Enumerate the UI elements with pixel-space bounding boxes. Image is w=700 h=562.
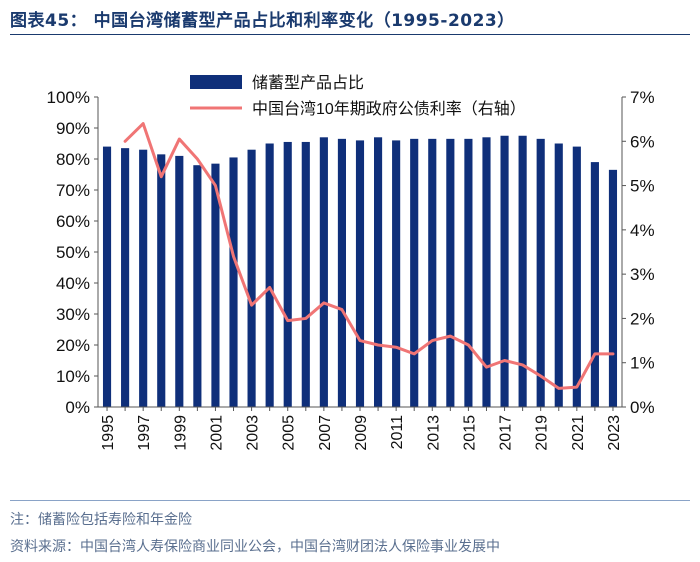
y-left-tick-label: 30% [56,305,90,324]
x-tick-label: 2011 [389,415,406,450]
bar-2002 [229,157,238,407]
chart-svg: 0% 10% 20% 30% 40% 50% 60% 70% 80% 90% 100% 0% 1% 2% 3… [47,74,655,451]
bar-series [102,135,618,408]
y-right-tick-label: 7% [630,88,655,107]
bar-2019 [536,138,545,407]
source-note: 资料来源：中国台湾人寿保险商业同业公会，中国台湾财团法人保险事业发展中 [10,539,500,555]
chart-title: 图表45： 中国台湾储蓄型产品占比和利率变化（1995-2023） [10,11,515,31]
x-tick-label: 2013 [425,415,442,451]
line-series [123,122,615,390]
y-left-tick-label: 90% [56,119,90,138]
bar-2005 [283,141,292,407]
bar-2018 [518,135,527,407]
y-right-tick-label: 4% [630,221,655,240]
y-right-tick-label: 0% [630,398,655,417]
y-left-tick-label: 10% [56,367,90,386]
y-left-tick-label: 40% [56,274,90,293]
title-divider [10,34,690,35]
y-right-tick-label: 3% [630,265,655,284]
bar-2014 [446,138,455,407]
y-left-tick-label: 80% [56,150,90,169]
legend-label-bar: 储蓄型产品占比 [252,74,364,92]
bar-2001 [211,163,220,407]
y-left-tick-label: 60% [56,212,90,231]
y-right-tick-label: 1% [630,354,655,373]
bar-2000 [193,165,202,407]
y-right-tick-label: 5% [630,177,655,196]
x-tick-label: 2001 [208,415,225,451]
x-tick-label: 1999 [172,415,189,451]
bar-2008 [337,138,346,407]
y-left-tick-label: 50% [56,243,90,262]
bar-2009 [355,140,365,407]
x-tick-label: 2021 [570,415,587,451]
bar-2022 [590,162,599,407]
bar-2023 [608,169,618,407]
bar-2011 [392,140,401,407]
x-tick-label: 2007 [317,415,334,451]
x-tick-label: 1995 [100,415,117,451]
bar-2006 [301,141,310,407]
y-left-tick-label: 20% [56,336,90,355]
y-left-tick-label: 70% [56,181,90,200]
bar-2013 [428,138,437,407]
rate-line [123,122,615,390]
bar-2015 [464,138,473,407]
x-tick-label: 2003 [245,415,262,451]
bar-1996 [121,148,130,407]
bar-1997 [139,149,148,407]
legend-label-line: 中国台湾10年期政府公债利率（右轴） [252,100,526,118]
bar-2003 [247,149,256,407]
bar-2020 [554,143,563,407]
x-tick-label: 2023 [606,415,623,451]
bar-2021 [572,146,581,407]
x-tick-label: 2009 [353,415,370,451]
bar-1999 [175,155,184,407]
bar-2012 [410,138,419,407]
legend-swatch-bar [190,75,242,89]
bar-2010 [374,137,383,408]
footnote: 注：储蓄险包括寿险和年金险 [10,512,192,528]
bar-2004 [265,143,274,407]
x-tick-label: 2005 [281,415,298,451]
y-right-tick-label: 6% [630,132,655,151]
bar-1998 [157,154,166,407]
y-left-tick-label: 0% [65,398,90,417]
x-tick-label: 1997 [136,415,153,451]
bar-2016 [482,137,491,408]
y-left-tick-label: 100% [47,88,90,107]
x-tick-label: 2019 [534,415,551,451]
bar-2017 [500,135,509,407]
footer-divider [10,500,690,501]
axes: 0% 10% 20% 30% 40% 50% 60% 70% 80% 90% 100% 0% 1% 2% 3… [47,88,655,451]
bar-1995 [102,146,112,407]
x-tick-label: 2015 [461,415,478,451]
x-tick-label: 2017 [498,415,515,451]
y-right-tick-label: 2% [630,309,655,328]
bar-2007 [319,137,328,408]
